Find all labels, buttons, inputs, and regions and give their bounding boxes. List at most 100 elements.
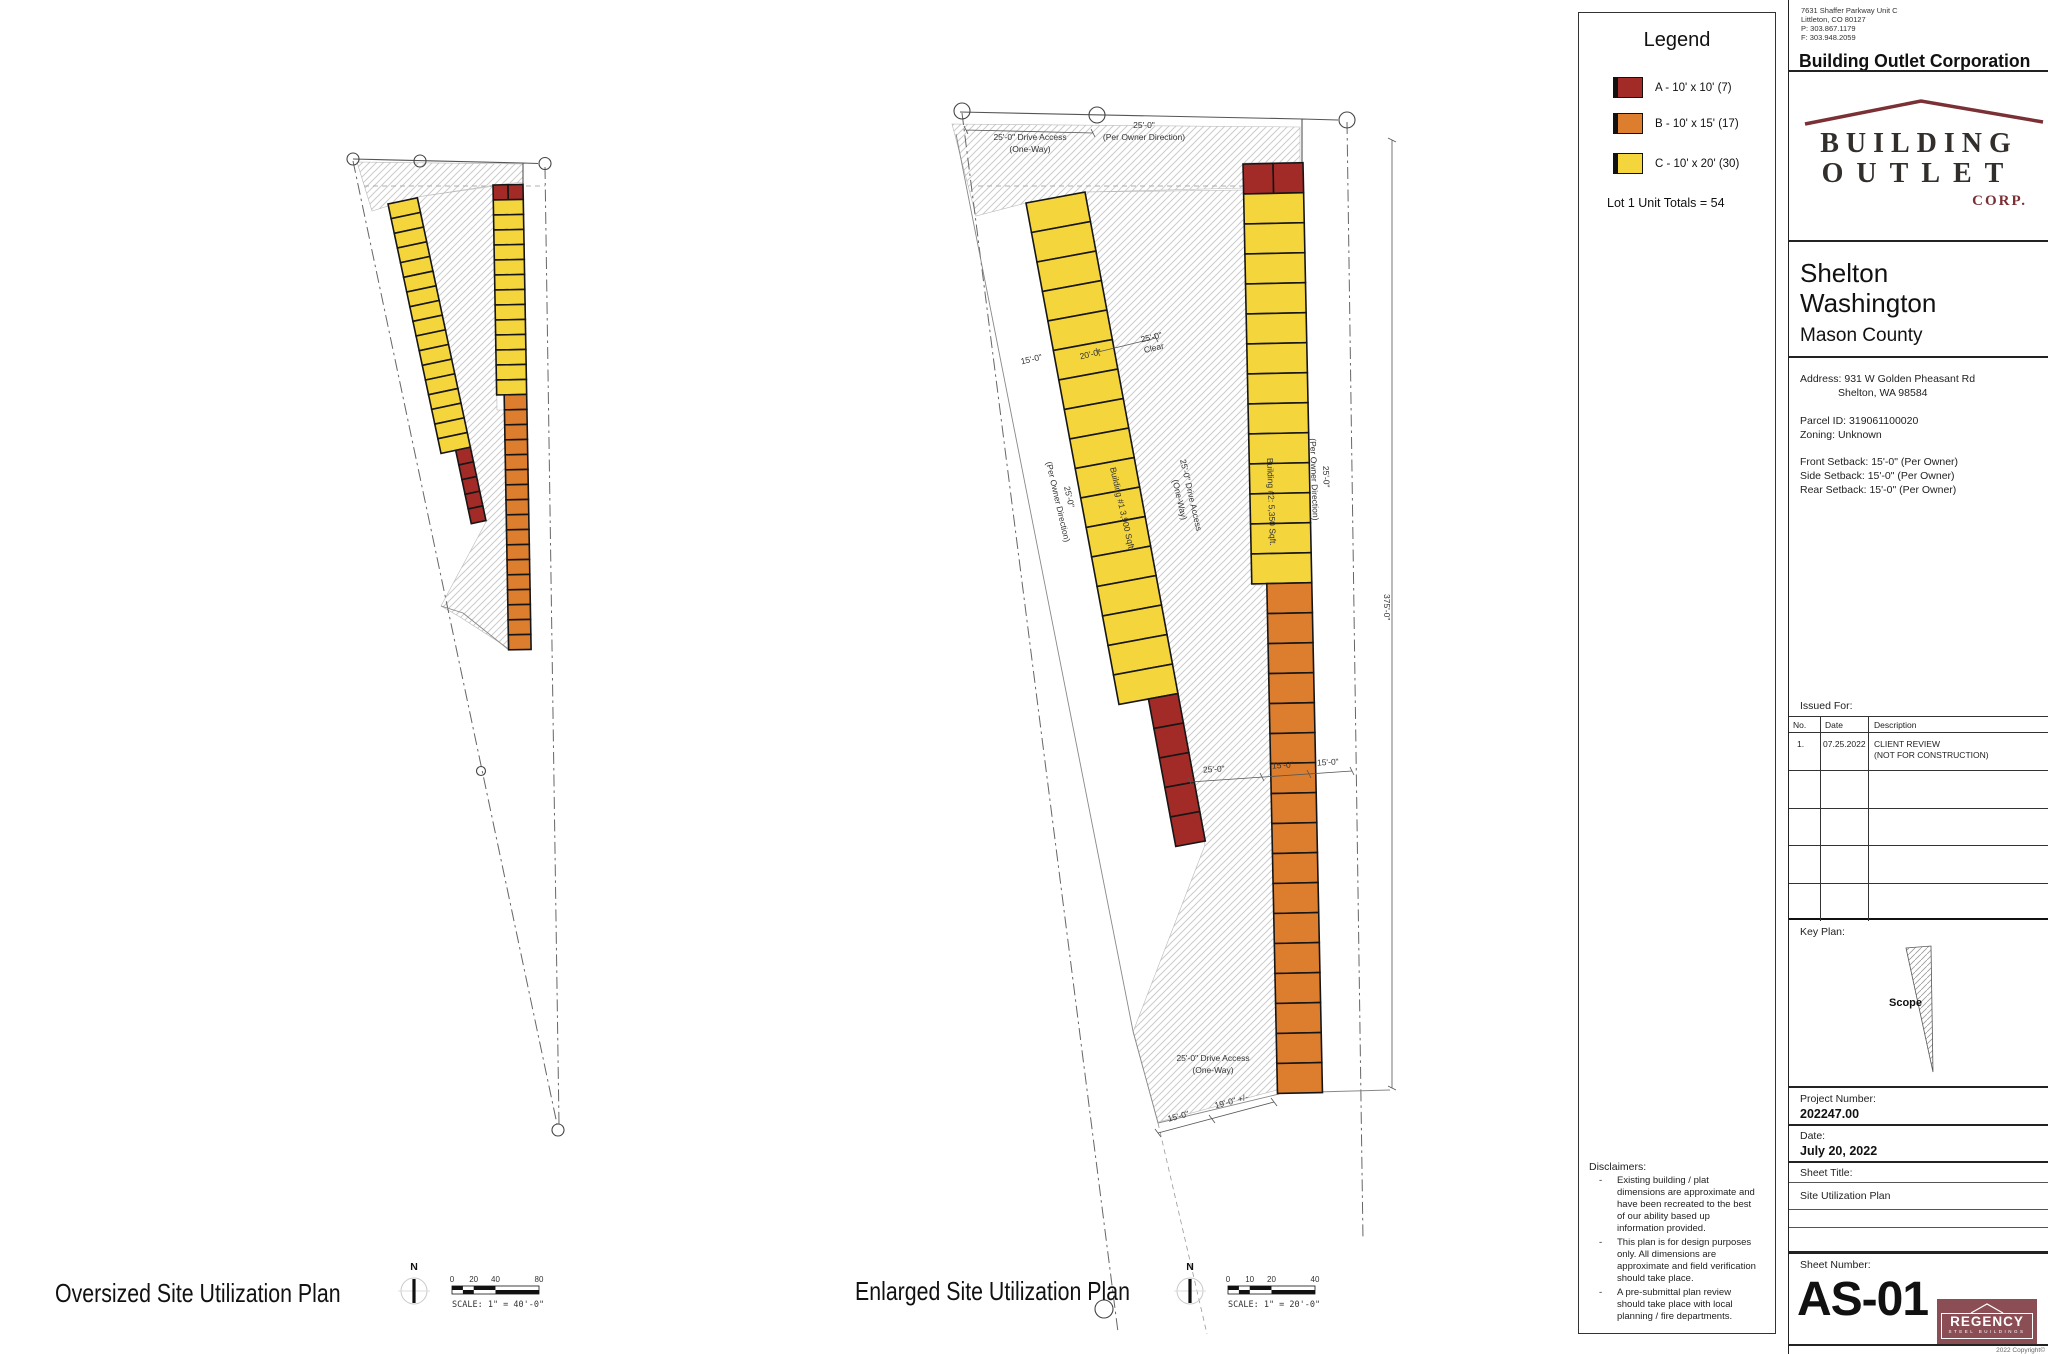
storage-unit: [503, 423, 529, 441]
storage-unit: [492, 228, 525, 246]
scale-tick: 20: [469, 1275, 478, 1284]
project-county: Mason County: [1800, 325, 1923, 346]
scale-label: SCALE: 1" = 20'-0": [1228, 1300, 1320, 1310]
scale-tick: 40: [491, 1275, 500, 1284]
storage-unit: [504, 453, 529, 471]
legend-item-label: B - 10' x 15' (17): [1655, 117, 1739, 130]
storage-unit: [1274, 971, 1322, 1005]
disclaimers-title: Disclaimers:: [1589, 1161, 1647, 1173]
legend-item-c: C - 10' x 20' (30): [1613, 153, 1739, 174]
scale-bar-oversized: 0 20 40 80 SCALE: 1" = 40'-0": [448, 1272, 588, 1323]
project-city: Shelton: [1800, 258, 1889, 288]
storage-unit: [1245, 341, 1309, 375]
logo-corp: CORP.: [1972, 193, 2027, 209]
title-block: 7631 Shaffer Parkway Unit C Littleton, C…: [1788, 0, 2048, 1354]
storage-unit: [1245, 311, 1308, 345]
setback-front: Front Setback: 15'-0" (Per Owner): [1800, 456, 1959, 468]
oversized-plan-title: Oversized Site Utilization Plan: [55, 1278, 341, 1308]
company-name: Building Outlet Corporation: [1799, 50, 2031, 71]
svg-text:25'-0" Drive Access: 25'-0" Drive Access: [993, 132, 1066, 142]
scale-tick: 80: [535, 1275, 544, 1284]
storage-unit: [1268, 701, 1316, 735]
label-building2: Building #2: 5,350 Sqft.: [1265, 458, 1278, 546]
building2-enlarged: [1242, 161, 1324, 1095]
storage-unit: [493, 273, 526, 291]
storage-unit: [1249, 491, 1312, 525]
storage-unit: [505, 528, 531, 546]
label-dim-20: 20'-0": [1079, 347, 1102, 362]
storage-unit: [494, 318, 527, 336]
storage-unit: [1274, 1001, 1323, 1035]
date-label: Date:: [1800, 1130, 1826, 1142]
storage-unit: [506, 573, 531, 591]
label-owner-direction-top: 25'-0" (Per Owner Direction): [1103, 120, 1185, 142]
storage-unit: [495, 363, 528, 381]
storage-unit: [504, 438, 529, 456]
contact-line: P: 303.867.1179: [1801, 24, 1856, 33]
issued-for-label: Issued For:: [1800, 700, 1853, 712]
logo-outlet: OUTLET: [1821, 158, 2017, 189]
storage-unit: [1247, 431, 1311, 465]
unit-b-swatch: [1613, 113, 1643, 134]
north-arrow-oversized: N: [392, 1258, 436, 1323]
setback-side: Side Setback: 15'-0" (Per Owner): [1800, 470, 1955, 482]
storage-unit: [1247, 401, 1310, 435]
building1-oversized: [387, 196, 487, 525]
legend-item-b: B - 10' x 15' (17): [1613, 113, 1739, 134]
svg-text:Clear: Clear: [1143, 341, 1165, 355]
regency-name: REGENCY: [1950, 1314, 2024, 1329]
svg-text:25'-0": 25'-0": [1133, 120, 1155, 130]
site-plan-canvas: 25'-0" Drive Access (One-Way) 25'-0" (Pe…: [346, 102, 1397, 1335]
sheet-title: Site Utilization Plan: [1800, 1190, 1891, 1202]
storage-unit: [1272, 161, 1305, 195]
regency-logo: REGENCY STEEL BUILDINGS: [1937, 1299, 2037, 1344]
project-state: Washington: [1800, 288, 1937, 318]
unit-c-swatch: [1613, 153, 1643, 174]
date-value: July 20, 2022: [1800, 1144, 1878, 1158]
storage-unit: [1275, 1031, 1323, 1065]
disclaimer-item: A pre-submittal plan review should take …: [1617, 1287, 1733, 1322]
key-plan-label: Key Plan:: [1800, 926, 1845, 938]
storage-unit: [1244, 281, 1307, 315]
disclaimer-item: Existing building / plat dimensions are …: [1617, 1175, 1755, 1234]
logo-roofline: [1804, 99, 2044, 126]
contact-line: F: 303.948.2059: [1801, 33, 1856, 42]
storage-unit: [1248, 461, 1311, 495]
project-number: 202247.00: [1800, 1107, 1860, 1121]
logo-building: BUILDING: [1820, 128, 2018, 159]
project-address-2: Shelton, WA 98584: [1838, 387, 1928, 399]
legend-total: Lot 1 Unit Totals = 54: [1607, 196, 1725, 210]
storage-unit: [1242, 162, 1275, 195]
storage-unit: [503, 408, 528, 426]
issue-desc-2: (NOT FOR CONSTRUCTION): [1874, 750, 1989, 760]
scale-tick: 40: [1311, 1275, 1320, 1284]
svg-text:(Per Owner Direction): (Per Owner Direction): [1308, 438, 1321, 521]
storage-unit: [495, 348, 527, 366]
oversized-plan-drawing: [346, 152, 565, 1137]
key-plan-wedge: Scope: [1889, 945, 1934, 1073]
storage-unit: [507, 183, 525, 201]
regency-sub: STEEL BUILDINGS: [1948, 1329, 2026, 1334]
col-no: No.: [1793, 720, 1807, 730]
storage-unit: [505, 543, 531, 561]
storage-unit: [492, 183, 510, 201]
label-clear: 25'-0" Clear: [1140, 330, 1165, 355]
storage-unit: [1249, 521, 1312, 555]
storage-unit: [1242, 191, 1306, 225]
storage-unit: [1243, 221, 1306, 255]
storage-unit: [507, 618, 532, 636]
sheet-number: AS-01: [1797, 1273, 1929, 1326]
disclaimer-item: This plan is for design purposes only. A…: [1617, 1237, 1756, 1284]
project-address-1: Address: 931 W Golden Pheasant Rd: [1800, 373, 1976, 385]
parcel-id: Parcel ID: 319061100020: [1800, 415, 1919, 427]
storage-unit: [503, 393, 528, 411]
storage-unit: [494, 333, 527, 351]
storage-unit: [1272, 881, 1320, 915]
svg-text:(One-Way): (One-Way): [1009, 144, 1050, 154]
svg-text:(One-Way): (One-Way): [1192, 1065, 1233, 1075]
enlarged-plan-drawing: 25'-0" Drive Access (One-Way) 25'-0" (Pe…: [951, 102, 1397, 1335]
disclaimers: Disclaimers: Existing building / plat di…: [1589, 1161, 1767, 1325]
storage-unit: [1272, 911, 1321, 945]
storage-unit: [1265, 581, 1314, 615]
